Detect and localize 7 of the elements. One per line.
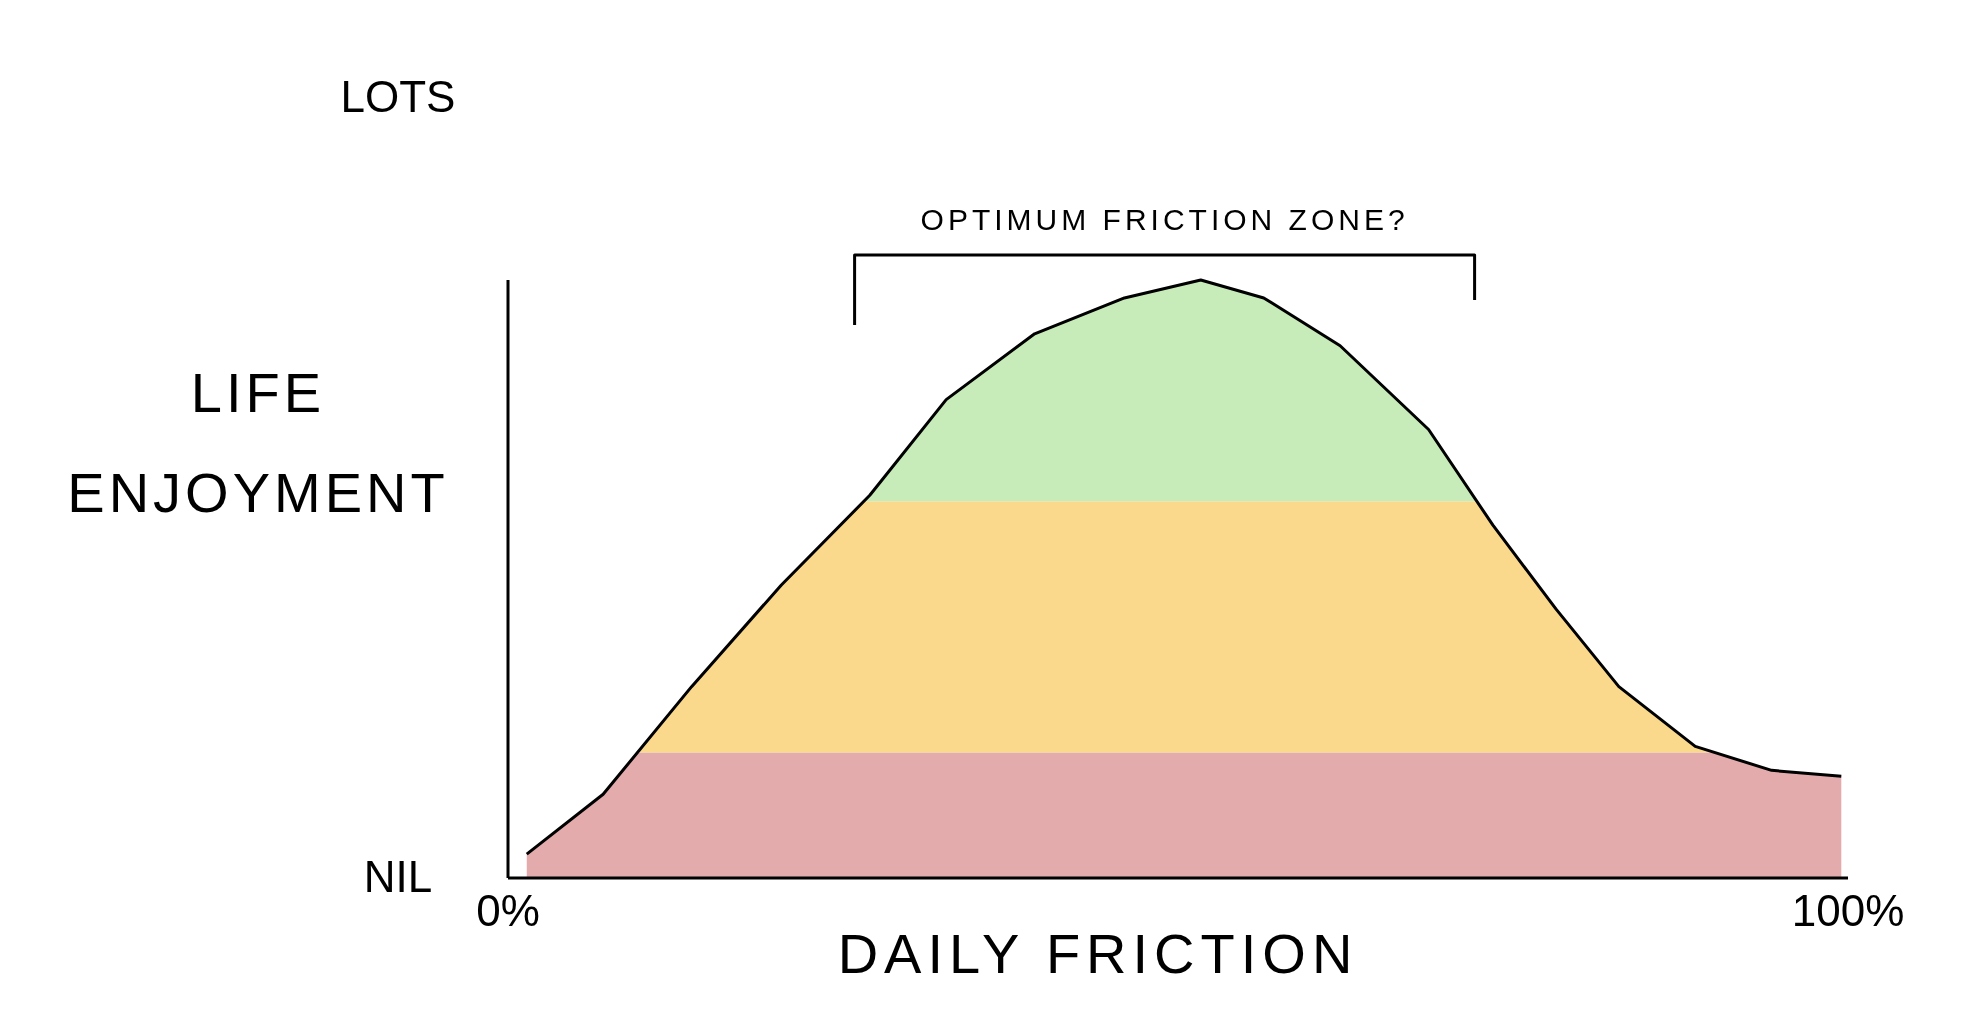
y-axis-title: LIFE ENJOYMENT bbox=[67, 360, 449, 524]
text: NIL bbox=[363, 852, 433, 901]
text: LOTS bbox=[340, 72, 456, 121]
x-axis-title: DAILY FRICTION bbox=[837, 922, 1359, 985]
annotation: OPTIMUM FRICTION ZONE? bbox=[920, 203, 1409, 236]
x-tick-label: 0% bbox=[476, 886, 540, 935]
x-tick-label: 100% bbox=[1791, 886, 1905, 935]
